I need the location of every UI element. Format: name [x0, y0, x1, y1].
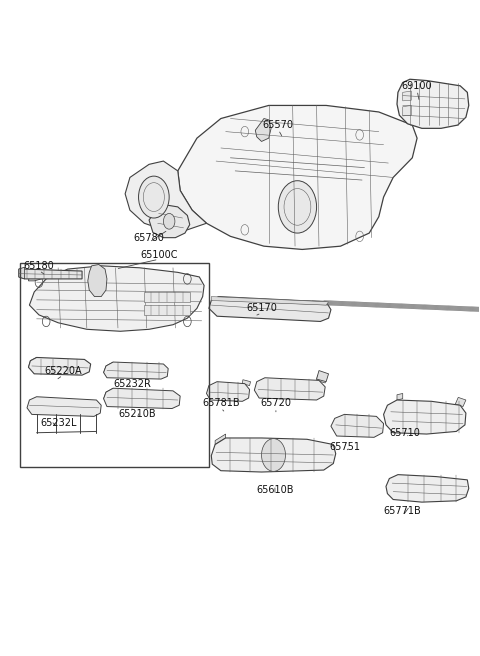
Polygon shape [28, 358, 91, 375]
Circle shape [139, 176, 169, 218]
Circle shape [163, 213, 175, 229]
Polygon shape [317, 375, 326, 383]
Text: 65210B: 65210B [118, 409, 156, 419]
Text: 65780: 65780 [133, 233, 165, 243]
Polygon shape [88, 264, 107, 297]
Text: 65232L: 65232L [40, 418, 76, 428]
Polygon shape [149, 205, 190, 237]
Polygon shape [211, 297, 328, 305]
Bar [20, 262, 209, 467]
Polygon shape [215, 434, 226, 445]
Polygon shape [206, 382, 250, 401]
Text: 65570: 65570 [263, 120, 294, 130]
Polygon shape [403, 91, 411, 101]
Text: 65710: 65710 [390, 428, 420, 438]
Polygon shape [28, 358, 36, 369]
Polygon shape [144, 305, 190, 315]
Polygon shape [144, 292, 190, 302]
Polygon shape [104, 388, 180, 409]
Text: 65232R: 65232R [113, 379, 151, 388]
Polygon shape [211, 438, 336, 472]
Polygon shape [317, 371, 328, 382]
Text: 65170: 65170 [246, 303, 277, 314]
Polygon shape [331, 415, 384, 438]
Polygon shape [19, 269, 82, 279]
Polygon shape [397, 79, 469, 129]
Text: 69100: 69100 [402, 81, 432, 91]
Polygon shape [456, 398, 466, 407]
Polygon shape [209, 297, 331, 321]
Text: 65720: 65720 [260, 398, 291, 408]
Polygon shape [397, 394, 403, 400]
Polygon shape [19, 267, 24, 279]
Text: 65220A: 65220A [44, 365, 82, 375]
Circle shape [278, 180, 317, 233]
Polygon shape [29, 266, 204, 331]
Polygon shape [178, 106, 417, 249]
Polygon shape [242, 380, 251, 386]
Polygon shape [104, 388, 113, 401]
Circle shape [262, 439, 286, 472]
Polygon shape [403, 106, 411, 116]
Polygon shape [104, 362, 168, 379]
Polygon shape [125, 161, 206, 230]
Polygon shape [28, 272, 46, 281]
Text: 65180: 65180 [24, 261, 54, 271]
Text: 65610B: 65610B [256, 485, 294, 495]
Polygon shape [254, 378, 325, 400]
Text: 65781B: 65781B [202, 398, 240, 408]
Text: 65100C: 65100C [140, 250, 178, 260]
Polygon shape [386, 475, 469, 502]
Text: 65771B: 65771B [384, 506, 421, 516]
Polygon shape [27, 397, 101, 417]
Polygon shape [255, 119, 271, 142]
Polygon shape [104, 362, 113, 374]
Text: 65751: 65751 [330, 442, 361, 452]
Polygon shape [384, 400, 466, 434]
